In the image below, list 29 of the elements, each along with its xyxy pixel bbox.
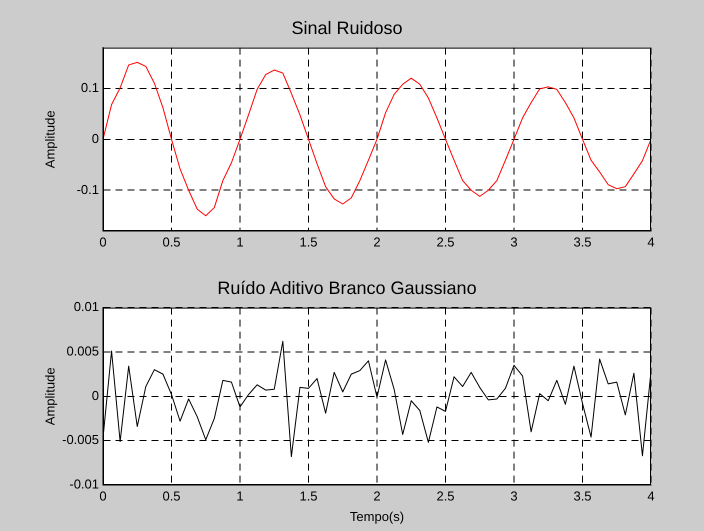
x-tick-label: 3.5: [573, 234, 592, 250]
y-tick-label: 0.1: [80, 80, 99, 95]
y-tick-label: 0.01: [74, 299, 99, 314]
x-axis-title: Tempo(s): [350, 508, 404, 524]
x-tick-label: 4: [647, 488, 655, 504]
x-tick-label: 1: [236, 234, 244, 250]
x-tick-label: 2.5: [436, 234, 455, 250]
y-tick-label: 0: [92, 130, 99, 146]
y-tick-label: 0.005: [66, 344, 99, 359]
chart-title: Ruído Aditivo Branco Gaussiano: [217, 278, 477, 298]
x-tick-label: 2.5: [436, 488, 455, 504]
x-tick-label: 3.5: [573, 488, 592, 504]
y-axis-title: Amplitude: [42, 110, 58, 168]
x-tick-label: 2: [373, 488, 381, 504]
x-tick-label: 2: [373, 234, 381, 250]
x-tick-label: 4: [647, 234, 655, 250]
chart-title: Sinal Ruidoso: [291, 18, 403, 38]
y-tick-label: -0.005: [62, 432, 99, 448]
x-tick-label: 3: [510, 488, 518, 504]
x-tick-label: 1.5: [299, 488, 318, 504]
y-axis-title: Amplitude: [42, 367, 58, 426]
x-tick-label: 0.5: [162, 488, 181, 504]
x-tick-label: 1: [236, 488, 244, 504]
y-tick-label: 0: [92, 388, 99, 403]
x-tick-label: 1.5: [299, 234, 318, 250]
x-tick-label: 0.5: [162, 234, 181, 250]
x-tick-label: 3: [510, 234, 518, 250]
y-tick-label: -0.01: [69, 476, 99, 492]
y-tick-label: -0.1: [76, 182, 99, 197]
